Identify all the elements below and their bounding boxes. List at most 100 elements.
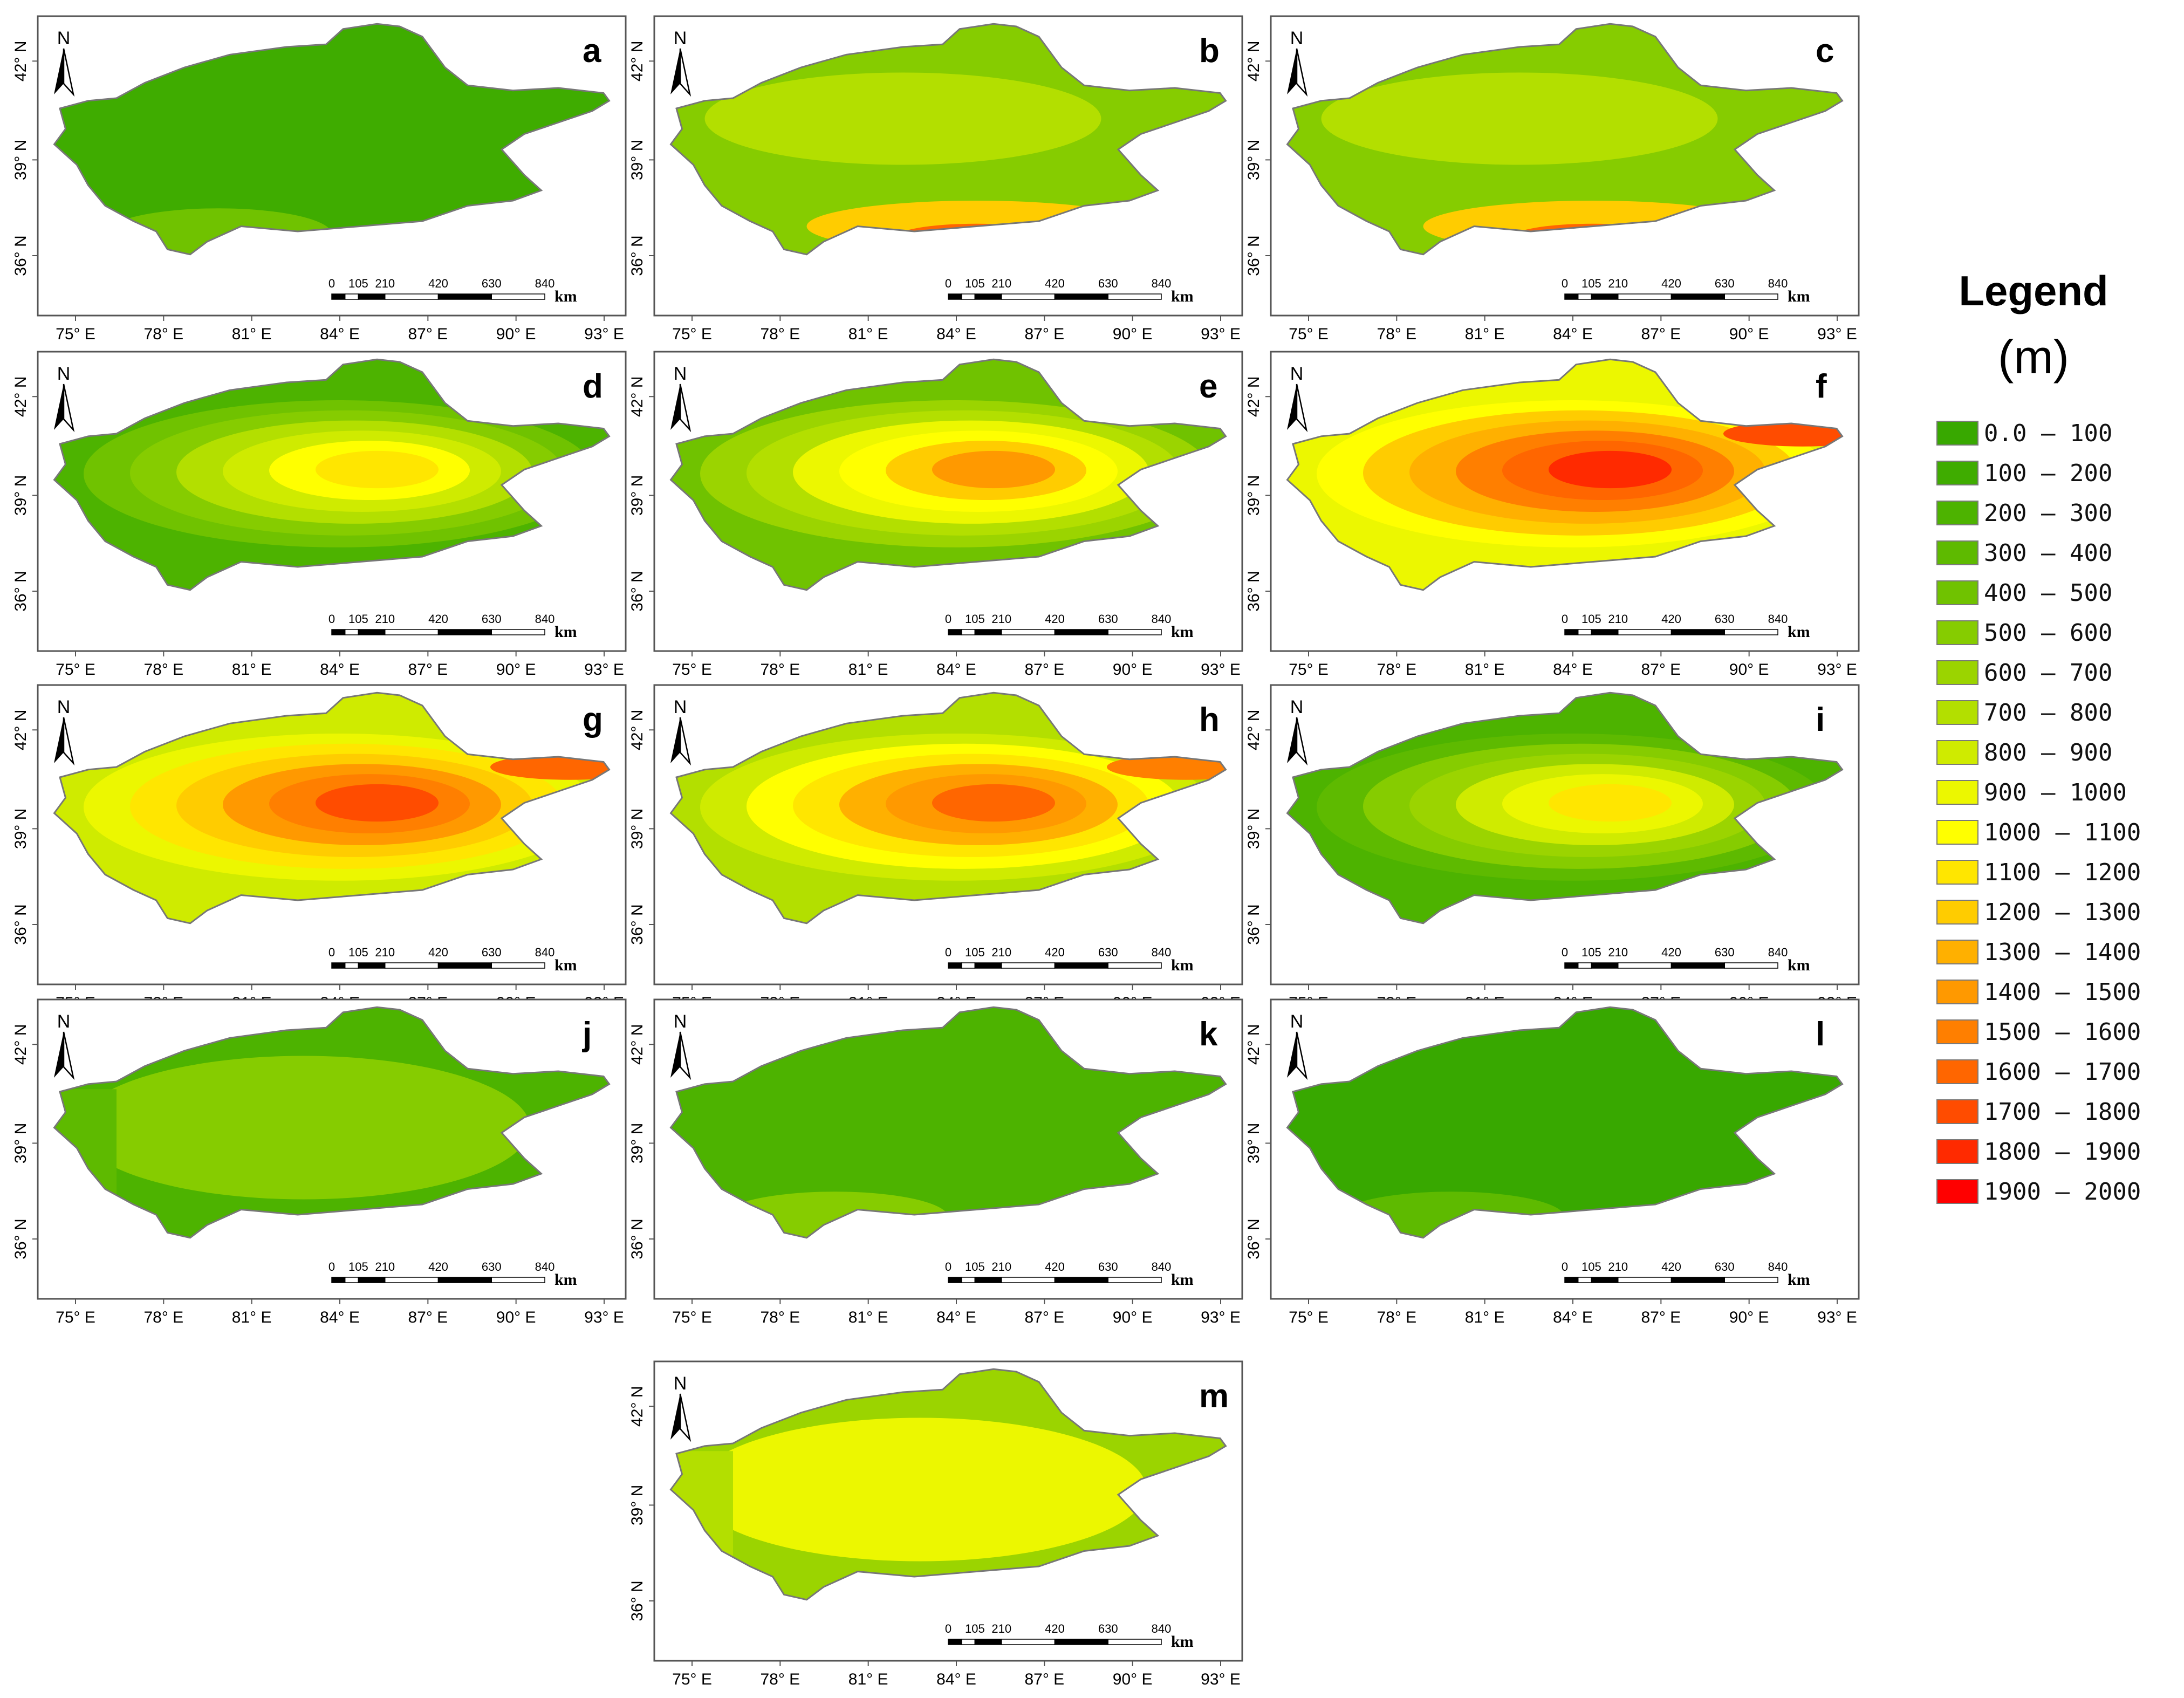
lon-tick-label: 84° E xyxy=(1553,1309,1593,1326)
scale-segment xyxy=(1564,962,1579,969)
legend-swatch xyxy=(1936,580,1978,605)
scale-tick-label: 630 xyxy=(1098,1260,1118,1274)
scale-segment xyxy=(948,293,962,300)
basin-outline xyxy=(669,358,1227,591)
legend-swatch xyxy=(1936,740,1978,765)
lat-tick-label: 42° N xyxy=(628,41,646,81)
lon-tick-label: 90° E xyxy=(496,1309,536,1326)
legend-item: 0.0 — 100 xyxy=(1936,413,2179,453)
lat-tick-label: 39° N xyxy=(1245,809,1263,849)
lon-tick-label: 75° E xyxy=(56,1309,95,1326)
lon-tick-label: 75° E xyxy=(672,1670,712,1688)
scale-tick-label: 420 xyxy=(1045,277,1065,290)
contour-zone xyxy=(1723,421,1843,447)
map-panel-i: Ni0105210420630840km75° E78° E81° E84° E… xyxy=(1245,684,1860,1012)
legend-item: 700 — 800 xyxy=(1936,693,2179,732)
lat-tick-label: 42° N xyxy=(628,1386,646,1427)
lon-tick-label: 90° E xyxy=(1729,1309,1769,1326)
lat-tick-label: 42° N xyxy=(1245,41,1263,81)
lon-tick-label: 75° E xyxy=(1289,661,1329,679)
legend-item: 500 — 600 xyxy=(1936,613,2179,653)
north-arrow-right xyxy=(63,717,75,766)
legend-item: 1000 — 1100 xyxy=(1936,812,2179,852)
scale-tick-label: 630 xyxy=(482,612,502,626)
scale-segment xyxy=(1107,962,1162,969)
panel-label: b xyxy=(1199,32,1220,70)
scale-tick-label: 840 xyxy=(1152,946,1172,959)
legend-label: 1900 — 2000 xyxy=(1984,1177,2141,1206)
scale-tick-label: 420 xyxy=(1045,1260,1065,1274)
legend-swatch xyxy=(1936,421,1978,446)
legend-item: 1400 — 1500 xyxy=(1936,972,2179,1012)
scale-segment xyxy=(1001,962,1056,969)
legend-items: 0.0 — 100 100 — 200 200 — 300 300 — 400 400 … xyxy=(1936,413,2179,1211)
scale-tick-label: 840 xyxy=(1152,277,1172,290)
scale-tick-label: 840 xyxy=(1152,1622,1172,1635)
contour-zone xyxy=(932,450,1055,489)
legend-label: 400 — 500 xyxy=(1984,579,2113,607)
scale-segment xyxy=(1618,629,1672,635)
lon-tick-label: 87° E xyxy=(408,1309,448,1326)
lon-tick-label: 87° E xyxy=(1641,325,1681,343)
lat-tick-label: 39° N xyxy=(628,475,646,516)
scale-tick-label: 630 xyxy=(1098,277,1118,290)
lon-tick-label: 93° E xyxy=(1817,1309,1857,1326)
north-arrow-icon: N xyxy=(1287,28,1308,97)
north-label: N xyxy=(57,697,71,717)
scale-segment xyxy=(961,1639,976,1645)
scale-segment xyxy=(358,293,386,300)
scale-segment xyxy=(1001,1639,1056,1645)
scale-tick-label: 840 xyxy=(1768,1260,1788,1274)
legend-swatch xyxy=(1936,540,1978,565)
lon-tick-label: 84° E xyxy=(1553,661,1593,679)
legend-item: 1700 — 1800 xyxy=(1936,1092,2179,1132)
lon-tick-label: 78° E xyxy=(760,1309,800,1326)
north-label: N xyxy=(57,364,71,384)
lon-tick-label: 90° E xyxy=(1113,661,1153,679)
scale-segment xyxy=(974,293,1002,300)
legend-label: 800 — 900 xyxy=(1984,738,2113,766)
north-label: N xyxy=(674,1011,687,1032)
lat-tick-label: 36° N xyxy=(12,235,30,276)
scale-segment xyxy=(1054,1639,1108,1645)
lon-tick-label: 75° E xyxy=(672,325,712,343)
basin-outline xyxy=(1286,1006,1844,1239)
scale-tick-label: 420 xyxy=(1661,946,1681,959)
scale-tick-label: 630 xyxy=(482,946,502,959)
scale-tick-label: 210 xyxy=(991,1622,1011,1635)
lat-tick-label: 39° N xyxy=(628,140,646,180)
lat-tick-label: 42° N xyxy=(12,1024,30,1065)
lat-tick-label: 36° N xyxy=(628,1580,646,1621)
lon-tick-label: 75° E xyxy=(672,661,712,679)
scale-tick-label: 105 xyxy=(1581,1260,1601,1274)
north-arrow-icon: N xyxy=(1287,697,1308,766)
scale-tick-label: 0 xyxy=(945,1622,951,1635)
scale-tick-label: 210 xyxy=(1608,612,1628,626)
scale-segment xyxy=(1577,629,1592,635)
scale-segment xyxy=(974,1639,1002,1645)
lat-tick-label: 36° N xyxy=(1245,235,1263,276)
scale-tick-label: 105 xyxy=(348,277,368,290)
north-label: N xyxy=(57,28,71,49)
scale-tick-label: 105 xyxy=(1581,946,1601,959)
lon-tick-label: 93° E xyxy=(584,661,624,679)
lon-tick-label: 93° E xyxy=(584,1309,624,1326)
scale-tick-label: 840 xyxy=(1768,946,1788,959)
scale-segment xyxy=(1670,629,1725,635)
scale-unit: km xyxy=(1788,1271,1810,1289)
north-arrow-left xyxy=(1287,49,1297,94)
legend-swatch xyxy=(1936,860,1978,885)
lat-tick-label: 42° N xyxy=(12,710,30,750)
north-arrow-right xyxy=(679,384,692,433)
lat-tick-label: 36° N xyxy=(1245,1218,1263,1259)
basin-fill xyxy=(54,693,610,923)
basin-outline xyxy=(669,1368,1227,1601)
lat-tick-label: 36° N xyxy=(1245,571,1263,611)
legend-label: 1700 — 1800 xyxy=(1984,1098,2141,1126)
legend-item: 1100 — 1200 xyxy=(1936,852,2179,892)
lon-tick-label: 78° E xyxy=(760,661,800,679)
